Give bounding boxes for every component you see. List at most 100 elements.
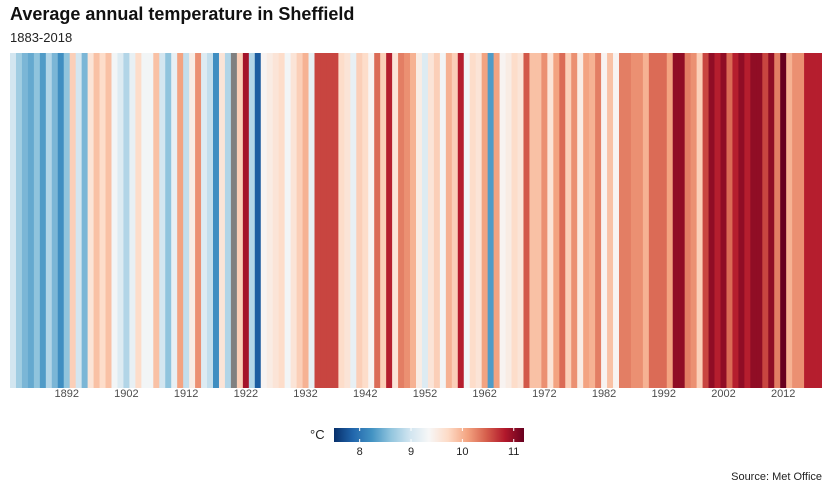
chart-subtitle: 1883-2018: [10, 30, 73, 45]
stripe-1977: [571, 53, 578, 388]
stripe-1933: [308, 53, 315, 388]
stripe-1973: [547, 53, 554, 388]
stripe-1907: [153, 53, 160, 388]
stripe-1983: [607, 53, 614, 388]
stripe-1914: [195, 53, 202, 388]
stripe-1986: [624, 53, 632, 388]
stripe-1937: [332, 53, 339, 388]
stripe-1908: [159, 53, 166, 388]
stripe-1887: [33, 53, 41, 388]
stripe-1899: [105, 53, 112, 388]
legend-gradient: [334, 428, 524, 442]
stripe-2008: [756, 53, 763, 388]
stripe-2004: [732, 53, 739, 388]
stripe-1897: [93, 53, 100, 388]
stripe-1961: [475, 53, 483, 388]
stripe-1921: [236, 53, 244, 388]
stripe-1975: [559, 53, 566, 388]
stripe-1930: [290, 53, 297, 388]
stripe-1883: [10, 53, 17, 388]
stripe-1982: [601, 53, 608, 388]
stripe-1984: [613, 53, 620, 388]
stripe-2017: [810, 53, 817, 388]
stripe-2007: [750, 53, 757, 388]
stripe-1923: [248, 53, 256, 388]
stripe-1991: [654, 53, 662, 388]
x-tick-label: 1992: [651, 388, 677, 400]
stripe-1918: [218, 53, 226, 388]
stripe-1898: [99, 53, 106, 388]
stripe-1987: [630, 53, 638, 388]
stripe-2012: [780, 53, 787, 388]
stripe-1906: [147, 53, 154, 388]
x-tick-label: 1912: [173, 388, 199, 400]
stripe-1896: [87, 53, 94, 388]
x-tick-label: 1932: [293, 388, 318, 400]
stripe-1886: [27, 53, 35, 388]
x-tick-label: 2002: [711, 388, 736, 400]
legend-colorbar: [334, 428, 524, 442]
x-tick-label: 1942: [353, 388, 378, 400]
stripe-2016: [804, 53, 811, 388]
x-tick-label: 1952: [412, 388, 438, 400]
x-tick-label: 1982: [591, 388, 617, 400]
stripe-1976: [565, 53, 572, 388]
stripe-1929: [284, 53, 292, 388]
stripe-1951: [416, 53, 423, 388]
stripe-2009: [762, 53, 769, 388]
stripe-1940: [350, 53, 357, 388]
stripe-2005: [738, 53, 745, 388]
stripe-2003: [726, 53, 733, 388]
stripe-1928: [278, 53, 286, 388]
stripe-1943: [368, 53, 375, 388]
x-tick-label: 1972: [532, 388, 557, 400]
stripe-1904: [135, 53, 142, 388]
stripe-1956: [445, 53, 453, 388]
stripe-1938: [338, 53, 345, 388]
stripe-1893: [69, 53, 77, 388]
stripe-2001: [714, 53, 721, 388]
stripe-1916: [207, 53, 214, 388]
stripe-1912: [183, 53, 190, 388]
stripe-1995: [678, 53, 686, 388]
stripe-1948: [398, 53, 405, 388]
stripe-1905: [141, 53, 148, 388]
stripe-1989: [642, 53, 650, 388]
stripe-1910: [171, 53, 178, 388]
x-tick-label: 1922: [233, 388, 259, 400]
stripe-1909: [165, 53, 172, 388]
stripe-1979: [583, 53, 590, 388]
x-tick-label: 1902: [114, 388, 139, 400]
stripe-1996: [684, 53, 692, 388]
stripe-1999: [702, 53, 709, 388]
stripe-1927: [272, 53, 280, 388]
stripe-1945: [380, 53, 387, 388]
stripe-1920: [230, 53, 238, 388]
stripe-1891: [57, 53, 65, 388]
stripe-1895: [81, 53, 89, 388]
stripe-1913: [189, 53, 196, 388]
stripe-1978: [577, 53, 584, 388]
stripe-1988: [636, 53, 644, 388]
stripe-1963: [487, 53, 495, 388]
stripe-1974: [553, 53, 560, 388]
stripe-1960: [469, 53, 477, 388]
stripe-1992: [660, 53, 668, 388]
x-tick-label: 1892: [54, 388, 79, 400]
stripe-1957: [451, 53, 459, 388]
stripe-1888: [39, 53, 47, 388]
stripe-1971: [535, 53, 542, 388]
stripe-1924: [254, 53, 262, 388]
stripe-1985: [619, 53, 626, 388]
legend-tick-label: 9: [407, 446, 415, 458]
stripe-1968: [517, 53, 524, 388]
stripe-1942: [362, 53, 369, 388]
stripe-1925: [260, 53, 268, 388]
stripe-1911: [177, 53, 184, 388]
stripe-1902: [123, 53, 130, 388]
stripe-1915: [201, 53, 208, 388]
stripe-1941: [356, 53, 363, 388]
stripe-1980: [589, 53, 596, 388]
stripe-2013: [786, 53, 793, 388]
stripe-1901: [117, 53, 124, 388]
